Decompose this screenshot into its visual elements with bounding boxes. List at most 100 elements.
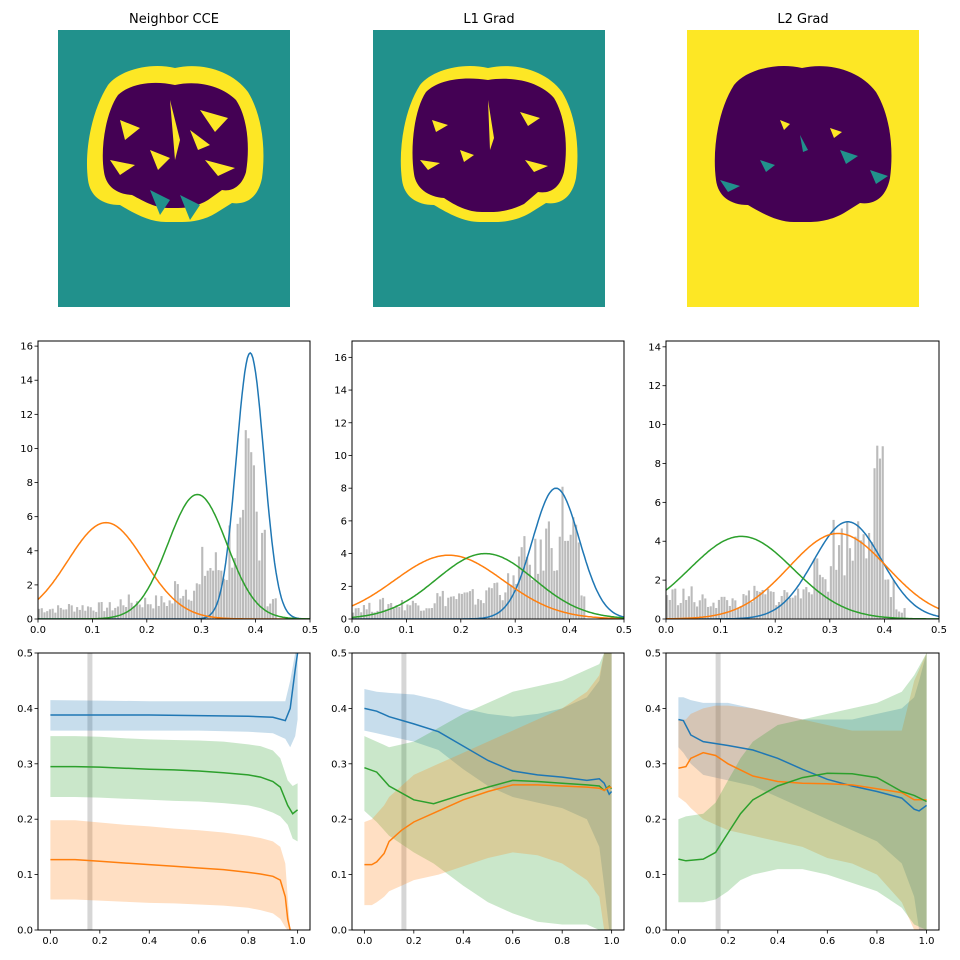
histogram-bar <box>81 605 84 619</box>
histogram-bar <box>433 603 436 619</box>
x-tick-label: 0.2 <box>92 936 108 947</box>
histogram-bar <box>217 570 220 619</box>
x-tick-label: 0.6 <box>819 936 835 947</box>
histogram-bar <box>46 611 49 619</box>
histogram-bar <box>239 517 242 619</box>
x-tick-label: 0.4 <box>876 625 892 636</box>
histogram-bar <box>250 452 253 619</box>
histogram-bar <box>263 529 266 619</box>
histogram-bar <box>900 612 903 619</box>
x-tick-label: 0.6 <box>505 936 521 947</box>
x-tick-label: 0.6 <box>191 936 207 947</box>
histogram-bar <box>561 486 564 619</box>
histogram-bar <box>252 465 255 619</box>
histogram-bar <box>696 606 699 619</box>
histogram-bar <box>261 532 264 619</box>
y-tick-label: 0 <box>655 615 661 626</box>
y-tick-label: 2 <box>341 582 347 593</box>
histogram-bar <box>837 545 841 619</box>
histogram-bar <box>86 606 90 619</box>
histogram-bar <box>878 458 882 619</box>
mean-line-green <box>678 772 927 862</box>
histogram-bar <box>247 438 250 619</box>
histogram-bar <box>78 609 81 619</box>
histogram-bar <box>67 604 71 619</box>
y-tick-label: 0.2 <box>331 815 347 826</box>
histogram-bar <box>509 584 512 619</box>
x-tick-label: 0.3 <box>507 625 523 636</box>
histogram-bar <box>381 597 385 619</box>
x-tick-label: 0.2 <box>139 625 155 636</box>
y-tick-label: 0 <box>27 615 33 626</box>
x-tick-label: 0.4 <box>770 936 786 947</box>
histogram-bar <box>854 536 857 619</box>
histogram-bar <box>43 612 46 619</box>
histogram-bar <box>441 590 444 619</box>
histogram-bar <box>244 430 247 619</box>
histogram-bar <box>271 599 275 619</box>
histogram-bar <box>580 595 583 619</box>
histogram-bar <box>756 590 759 619</box>
plot-area <box>352 486 624 619</box>
histogram-bar <box>444 606 447 619</box>
histogram-bar <box>569 534 572 619</box>
plot-area <box>666 445 939 619</box>
histogram-bar <box>805 587 808 619</box>
histogram-bar <box>682 588 685 619</box>
y-tick-label: 0.0 <box>645 926 661 937</box>
histogram-bar <box>846 522 849 619</box>
y-tick-label: 4 <box>655 537 661 548</box>
y-tick-label: 8 <box>341 484 347 495</box>
histogram-bar <box>201 546 204 619</box>
histogram-bar <box>523 536 526 619</box>
y-tick-label: 0.1 <box>645 870 661 881</box>
histogram-bar <box>704 598 707 619</box>
y-tick-label: 0.2 <box>645 815 661 826</box>
mean-line-blue <box>678 718 928 812</box>
x-tick-label: 0.4 <box>562 625 578 636</box>
histogram-bar <box>685 599 688 619</box>
mean-line-blue <box>50 653 299 722</box>
x-tick-label: 0.2 <box>720 936 736 947</box>
histogram-bar <box>354 608 357 619</box>
histogram-bar <box>184 589 187 619</box>
histogram-bar <box>387 604 390 619</box>
histogram-bar <box>203 575 207 619</box>
histogram-bar <box>258 560 261 619</box>
histogram-bar <box>417 605 420 619</box>
histogram-bar <box>545 528 548 619</box>
mean-line-orange <box>364 784 612 866</box>
y-tick-label: 4 <box>27 546 33 557</box>
plot-area <box>38 351 310 619</box>
histogram-bar <box>717 599 720 619</box>
band-blue <box>678 653 927 930</box>
histogram-bar <box>171 603 174 619</box>
histogram-bar <box>95 611 98 619</box>
axes-frame <box>37 652 311 931</box>
histogram-bar <box>889 597 892 619</box>
y-tick-label: 6 <box>27 512 33 523</box>
histogram-bar <box>903 608 906 619</box>
y-tick-label: 0.1 <box>331 870 347 881</box>
histogram-bar <box>807 592 811 619</box>
histogram-bar <box>206 570 209 619</box>
y-tick-label: 0.3 <box>331 759 347 770</box>
histogram-bar <box>430 608 433 619</box>
histogram-bar <box>38 608 41 619</box>
histogram-bar <box>146 604 149 619</box>
y-tick-label: 0.1 <box>17 870 33 881</box>
histogram-bar <box>97 602 100 619</box>
histogram-bar <box>873 468 876 619</box>
histogram-bar <box>51 608 54 619</box>
histogram-bar <box>520 547 523 619</box>
x-tick-label: 0.4 <box>248 625 264 636</box>
y-tick-label: 0.4 <box>331 704 347 715</box>
histogram-bar <box>48 609 51 619</box>
histogram-bar <box>92 610 95 619</box>
histogram-bar <box>420 610 423 619</box>
histogram-bar <box>231 567 234 619</box>
histogram-bar <box>409 605 412 619</box>
histogram-bar <box>362 605 365 619</box>
histogram-bar <box>736 607 740 619</box>
